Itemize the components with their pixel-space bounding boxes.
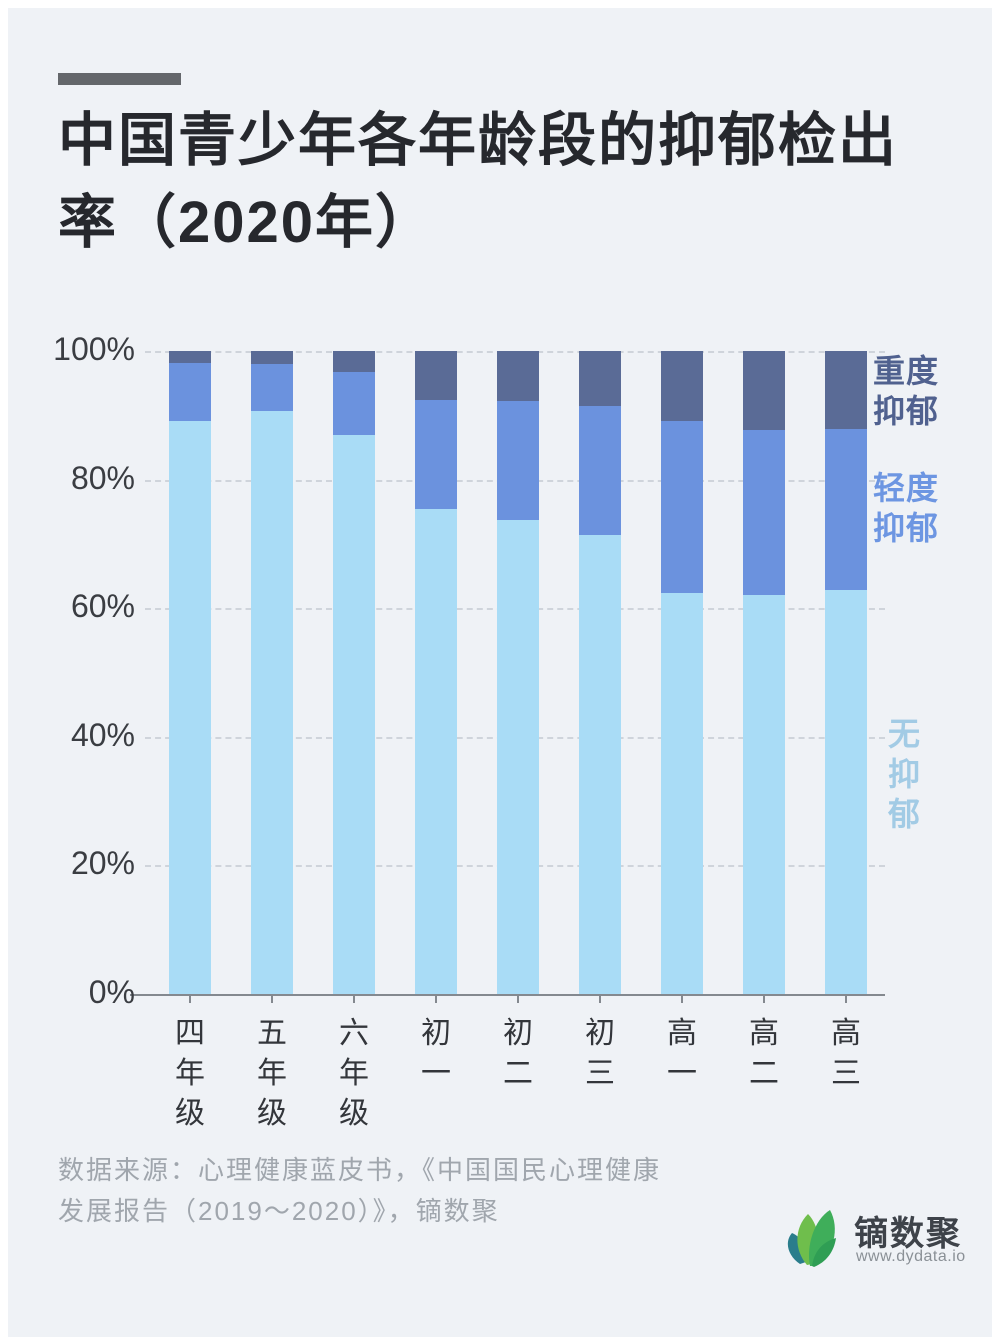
x-axis-label-高一: 高 一 <box>667 1017 697 1090</box>
x-axis-line <box>130 994 885 996</box>
bar-segment-高三-无抑郁 <box>825 590 867 994</box>
x-axis-tick-五年级 <box>271 994 273 1003</box>
x-axis-tick-四年级 <box>189 994 191 1003</box>
bar-segment-高二-重度抑郁 <box>743 351 785 431</box>
bar-segment-初三-轻度抑郁 <box>579 406 621 535</box>
y-axis-label-40%: 40% <box>70 716 135 753</box>
bar-segment-六年级-无抑郁 <box>333 434 375 994</box>
bar-segment-高三-轻度抑郁 <box>825 429 867 591</box>
bar-segment-高一-重度抑郁 <box>661 351 703 422</box>
logo-text: 镝数聚 <box>854 1215 962 1253</box>
bar-segment-高一-无抑郁 <box>661 592 703 994</box>
chart-plot-area: 0% 20% 40% 60% 80% 100% 四 年 级 五 年 级 六 年 级 初 一 初 二 初… <box>8 8 992 1337</box>
x-axis-tick-高一 <box>681 994 683 1003</box>
bar-segment-六年级-轻度抑郁 <box>333 372 375 435</box>
bar-segment-初三-无抑郁 <box>579 534 621 994</box>
x-axis-label-高三: 高 三 <box>831 1017 861 1090</box>
bar-segment-四年级-无抑郁 <box>169 421 211 994</box>
logo-leaf-icon <box>787 1210 836 1267</box>
bar-segment-六年级-重度抑郁 <box>333 351 375 373</box>
legend-轻度抑郁: 轻度 抑郁 <box>873 470 940 546</box>
bar-segment-五年级-无抑郁 <box>251 411 293 994</box>
infographic-card: 中国青少年各年龄段的抑郁检出 率（2020年） 0% 20% 40% 60% 80% 10… <box>8 8 992 1337</box>
bar-segment-高一-轻度抑郁 <box>661 421 703 593</box>
bar-segment-初三-重度抑郁 <box>579 351 621 407</box>
bar-segment-五年级-轻度抑郁 <box>251 363 293 412</box>
x-axis-label-高二: 高 二 <box>749 1017 779 1090</box>
legend-无抑郁: 无 抑 郁 <box>888 716 922 832</box>
x-axis-tick-初三 <box>599 994 601 1003</box>
y-axis-label-60%: 60% <box>70 588 135 625</box>
bar-segment-四年级-重度抑郁 <box>169 351 211 364</box>
x-axis-label-初二: 初 二 <box>503 1017 533 1090</box>
data-source-note: 数据来源：心理健康蓝皮书，《中国国民心理健康 发展报告（2019～2020）》，… <box>58 1155 662 1226</box>
x-axis-label-初三: 初 三 <box>585 1017 615 1090</box>
y-axis-label-20%: 20% <box>70 845 135 882</box>
bar-segment-高三-重度抑郁 <box>825 351 867 430</box>
x-axis-tick-六年级 <box>353 994 355 1003</box>
x-axis-label-四年级: 四 年 级 <box>175 1017 205 1130</box>
x-axis-tick-高三 <box>845 994 847 1003</box>
bar-segment-五年级-重度抑郁 <box>251 351 293 364</box>
chart-title: 中国青少年各年龄段的抑郁检出 率（2020年） <box>58 108 899 255</box>
bar-segment-初二-重度抑郁 <box>497 351 539 401</box>
bar-segment-四年级-轻度抑郁 <box>169 363 211 422</box>
title-dash <box>58 73 181 85</box>
bar-segment-初二-轻度抑郁 <box>497 400 539 521</box>
dydata-logo: 镝数聚 www.dydata.io <box>786 1200 976 1280</box>
x-axis-tick-初二 <box>517 994 519 1003</box>
bar-segment-初一-轻度抑郁 <box>415 399 457 509</box>
legend-重度抑郁: 重度 抑郁 <box>873 353 940 429</box>
x-axis-label-六年级: 六 年 级 <box>339 1017 369 1130</box>
x-axis-label-五年级: 五 年 级 <box>257 1017 287 1130</box>
y-axis-label-80%: 80% <box>70 459 135 496</box>
bar-segment-初一-重度抑郁 <box>415 351 457 400</box>
x-axis-tick-初一 <box>435 994 437 1003</box>
bar-segment-初二-无抑郁 <box>497 520 539 994</box>
y-axis-label-0%: 0% <box>88 974 135 1010</box>
bar-segment-高二-无抑郁 <box>743 595 785 994</box>
bar-segment-高二-轻度抑郁 <box>743 430 785 596</box>
x-axis-tick-高二 <box>763 994 765 1003</box>
y-axis-label-100%: 100% <box>53 331 135 367</box>
x-axis-label-初一: 初 一 <box>421 1017 451 1090</box>
bar-segment-初一-无抑郁 <box>415 508 457 994</box>
logo-url: www.dydata.io <box>856 1248 966 1265</box>
